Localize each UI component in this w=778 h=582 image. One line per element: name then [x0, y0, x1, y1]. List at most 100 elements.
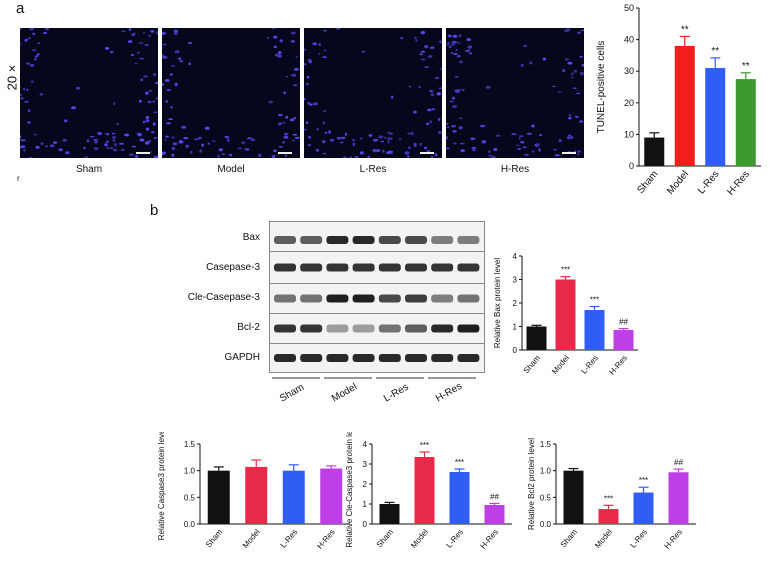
blot-band: [326, 354, 349, 362]
y-axis-label: TUNEL-positive cells: [596, 41, 607, 134]
nucleus: [418, 86, 421, 89]
nucleus: [292, 139, 295, 142]
nucleus: [420, 58, 426, 61]
y-tick-label: 2: [513, 299, 518, 308]
nucleus: [304, 97, 306, 101]
nucleus: [237, 147, 243, 150]
nucleus: [571, 76, 574, 79]
nucleus: [572, 87, 577, 89]
nucleus: [28, 109, 31, 113]
blot-band: [457, 354, 480, 362]
nucleus: [466, 38, 471, 42]
nucleus: [116, 123, 120, 125]
nucleus: [289, 118, 295, 122]
lane-group-lines: [272, 377, 476, 379]
nucleus: [241, 141, 246, 145]
nucleus: [488, 154, 493, 157]
bands-casepase3: [274, 263, 480, 272]
nucleus: [473, 137, 476, 140]
nucleus: [35, 54, 39, 57]
nucleus: [429, 46, 435, 49]
y-tick-label: 0.0: [540, 520, 552, 529]
nucleus: [323, 29, 327, 32]
nucleus: [450, 51, 454, 55]
blot-band: [300, 263, 323, 272]
nucleus: [316, 128, 319, 131]
nucleus: [415, 39, 418, 42]
nucleus: [153, 155, 158, 158]
nucleus: [20, 28, 22, 30]
nucleus: [447, 41, 450, 45]
nucleus: [446, 122, 449, 125]
nucleus: [515, 144, 520, 147]
nucleus: [162, 43, 167, 46]
bar-model: [414, 457, 435, 524]
nucleus: [429, 89, 434, 93]
category-label: Model: [241, 527, 262, 550]
nucleus: [49, 144, 55, 148]
chart-tunel: 0 10 20 30 40 50 TUNEL-positive cells Sham ** Mod…: [596, 3, 761, 198]
nucleus: [459, 142, 465, 145]
blot-band: [431, 324, 454, 333]
nucleus: [20, 139, 26, 142]
significance-mark: ***: [639, 476, 648, 485]
nucleus: [459, 60, 463, 64]
nucleus: [446, 136, 448, 140]
nucleus: [467, 45, 473, 49]
nucleus: [181, 125, 187, 129]
nucleus: [554, 154, 560, 157]
nucleus: [224, 135, 230, 139]
nucleus: [427, 55, 433, 58]
blot-band: [457, 236, 480, 244]
panel-b-letter: b: [150, 202, 159, 219]
nucleus: [62, 138, 68, 142]
nucleus: [142, 120, 146, 124]
nucleus: [517, 148, 522, 150]
nucleus: [20, 97, 24, 100]
bands-bax: [274, 236, 480, 244]
nucleus: [420, 31, 426, 35]
y-tick-label: 20: [624, 98, 634, 108]
nucleus: [27, 37, 31, 40]
nucleus: [446, 147, 450, 150]
nucleus: [304, 48, 307, 51]
nucleus: [109, 51, 114, 54]
micrograph-model: [162, 28, 300, 158]
nucleus: [283, 91, 287, 95]
nucleus: [564, 29, 569, 33]
nucleus: [134, 154, 139, 158]
y-axis-label: Relative Caspase3 protein level: [157, 432, 166, 540]
y-tick-label: 0: [513, 346, 518, 355]
nucleus: [145, 119, 150, 123]
y-tick-label: 1.0: [184, 467, 196, 476]
nucleus: [526, 132, 532, 135]
category-label: H-Res: [315, 528, 336, 551]
nucleus: [391, 95, 394, 99]
nucleus: [292, 73, 297, 77]
blot-band: [326, 294, 349, 303]
significance-mark: ***: [455, 458, 464, 467]
nucleus: [446, 44, 450, 46]
nucleus: [93, 139, 99, 141]
nucleus: [571, 72, 574, 76]
nucleus: [322, 121, 325, 125]
nuclei-lres: [304, 28, 442, 158]
nucleus: [168, 118, 173, 120]
nucleus: [576, 150, 582, 153]
nucleus: [174, 82, 178, 87]
image-label-model: Model: [217, 164, 245, 175]
nucleus: [153, 72, 157, 77]
nucleus: [322, 140, 326, 144]
nucleus: [137, 51, 140, 54]
blot-band: [352, 354, 375, 362]
nucleus: [542, 57, 547, 61]
nucleus: [35, 145, 40, 149]
category-label: Sham: [559, 527, 580, 549]
category-label: L-Res: [628, 528, 649, 550]
nucleus: [24, 101, 29, 103]
y-tick-label: 3: [363, 460, 368, 469]
nucleus: [307, 143, 312, 147]
blot-band: [378, 354, 401, 362]
y-tick-label: 2: [363, 480, 368, 489]
nucleus: [520, 63, 524, 68]
